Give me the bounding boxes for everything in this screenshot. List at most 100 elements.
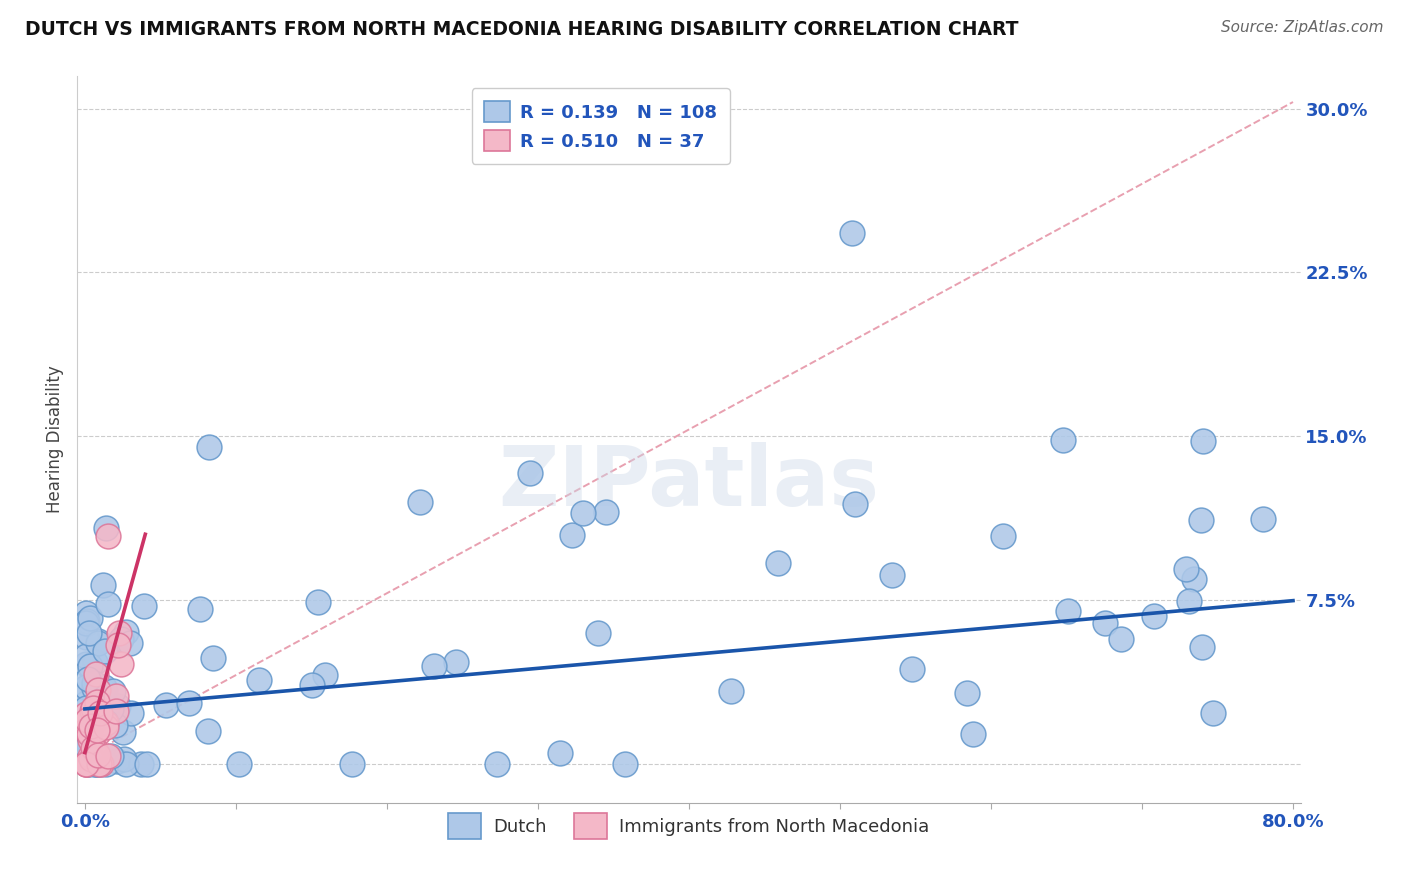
Point [880,567,903,582]
Point [94,521,117,535]
Point [82,700,104,714]
Point [77,713,100,727]
Point [1057,604,1080,618]
Point [77,737,100,751]
Point [104,718,127,732]
Legend: Dutch, Immigrants from North Macedonia: Dutch, Immigrants from North Macedonia [441,806,936,847]
Point [105,755,128,769]
Point [962,727,984,741]
Point [112,724,135,739]
Point [188,602,211,616]
Point [1109,632,1132,646]
Point [75,615,97,630]
Point [75,723,97,738]
Point [548,746,571,760]
Point [83,681,105,695]
Point [75,756,97,771]
Point [89,756,111,771]
Point [84,667,107,681]
Point [76,615,98,629]
Point [83,676,105,690]
Point [75,630,97,644]
Point [89,756,111,771]
Point [901,662,924,676]
Point [228,756,250,771]
Point [86,723,108,737]
Point [76,713,98,727]
Point [90,756,112,771]
Point [93,680,115,694]
Point [1175,562,1198,576]
Point [1184,572,1206,586]
Point [75,756,97,771]
Point [486,756,509,771]
Point [1143,608,1166,623]
Point [177,696,200,710]
Point [110,632,132,646]
Point [80,718,103,732]
Point [314,668,336,682]
Point [120,636,142,650]
Point [77,736,100,750]
Point [134,599,156,614]
Point [75,706,97,721]
Point [84,703,107,717]
Point [90,680,112,694]
Point [1052,434,1074,448]
Point [75,680,97,694]
Point [75,756,97,771]
Point [87,634,110,648]
Point [97,748,120,763]
Point [301,678,323,692]
Point [1189,513,1212,527]
Point [84,713,107,727]
Point [107,698,129,713]
Point [79,740,101,755]
Point [1191,434,1213,448]
Point [79,739,101,753]
Point [79,748,101,763]
Point [75,681,97,695]
Point [595,505,617,519]
Point [79,756,101,771]
Point [75,657,97,671]
Text: DUTCH VS IMMIGRANTS FROM NORTH MACEDONIA HEARING DISABILITY CORRELATION CHART: DUTCH VS IMMIGRANTS FROM NORTH MACEDONIA… [25,20,1019,38]
Point [155,698,177,712]
Point [96,756,118,771]
Point [87,747,110,762]
Point [76,672,98,686]
Point [84,756,107,771]
Point [75,739,97,753]
Point [75,701,97,715]
Point [1191,640,1213,654]
Point [115,756,138,771]
Point [110,657,132,671]
Point [1094,615,1116,630]
Point [841,226,863,240]
Point [87,726,110,740]
Text: Source: ZipAtlas.com: Source: ZipAtlas.com [1220,20,1384,35]
Point [84,756,107,771]
Point [76,750,98,764]
Point [86,695,108,709]
Point [80,752,103,766]
Point [120,706,142,720]
Point [956,686,979,700]
Point [613,756,636,771]
Point [197,440,219,454]
Point [444,655,467,669]
Point [1177,594,1199,608]
Point [75,606,97,620]
Point [76,739,98,754]
Point [79,659,101,673]
Point [75,648,97,663]
Point [94,720,117,734]
Point [82,741,104,756]
Point [103,684,125,698]
Point [76,700,98,714]
Point [87,682,110,697]
Point [588,626,610,640]
Point [87,636,110,650]
Point [84,742,107,756]
Point [79,626,101,640]
